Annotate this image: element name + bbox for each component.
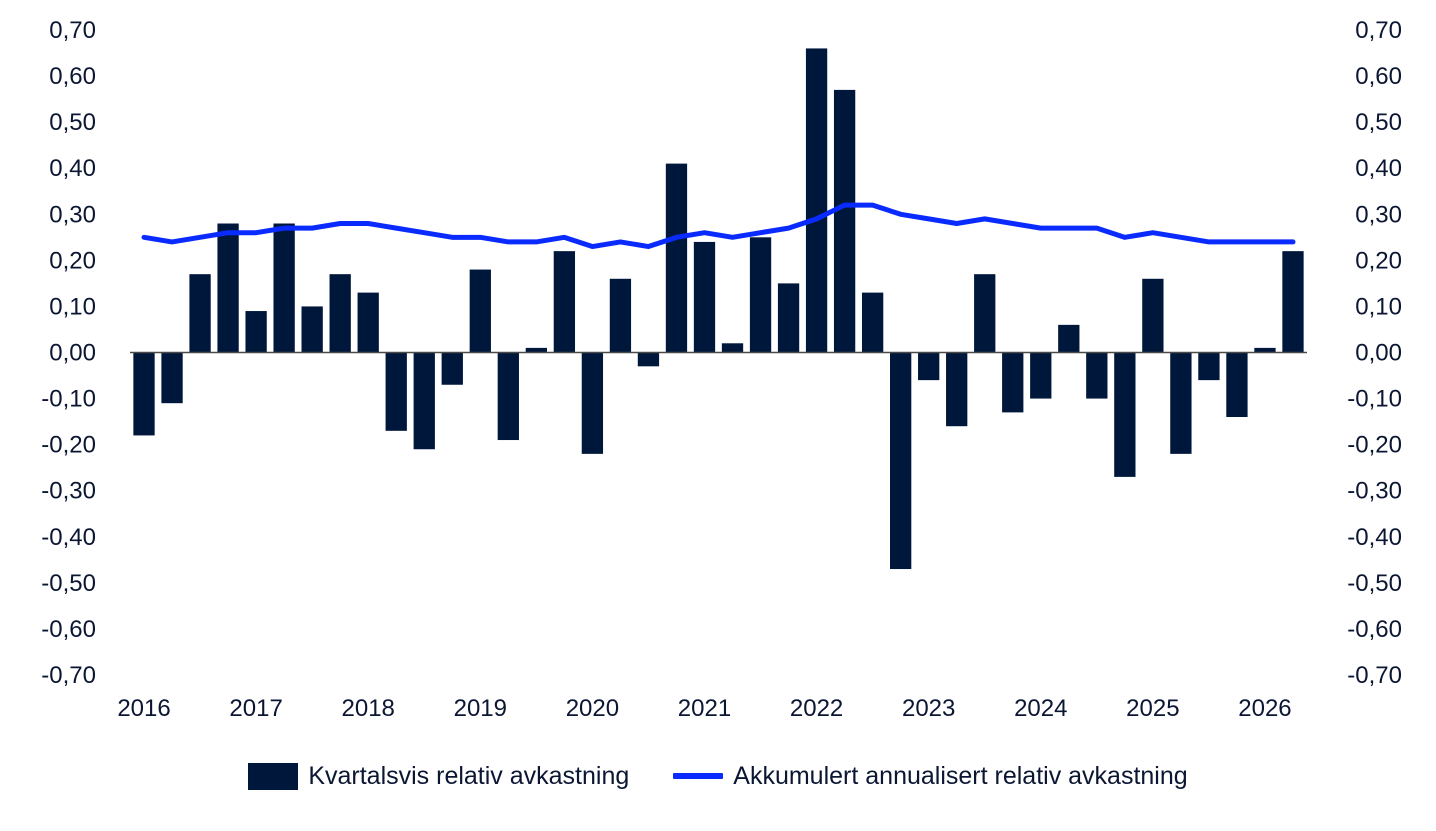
y-tick-right: 0,70 <box>1355 17 1402 44</box>
bar-q41 <box>1254 347 1276 353</box>
left-y-axis-ticks: 0,70 0,60 0,50 0,40 0,30 0,20 0,10 0,00 -0,10 -0,… <box>41 17 96 689</box>
y-tick-left: 0,60 <box>49 63 96 90</box>
bar-q6 <box>273 223 295 353</box>
bar-q10 <box>385 352 407 431</box>
legend-label-line: Akkumulert annualisert relativ avkastnin… <box>733 761 1188 790</box>
y-tick-left: 0,50 <box>49 109 96 136</box>
bar-q35 <box>1086 352 1108 399</box>
bar-q19 <box>637 352 660 367</box>
x-tick-2023: 2023 <box>902 695 955 722</box>
y-tick-left: -0,30 <box>41 478 96 505</box>
bar-q37 <box>1142 278 1164 353</box>
y-tick-right: -0,60 <box>1347 616 1402 643</box>
y-tick-right: 0,40 <box>1355 155 1402 182</box>
bar-q5 <box>245 311 267 353</box>
bar-q28 <box>890 352 912 570</box>
bar-q22 <box>721 343 744 353</box>
y-tick-right: -0,70 <box>1347 662 1402 689</box>
bar-q18 <box>609 278 632 353</box>
bar-q14 <box>497 352 519 441</box>
bar-q31 <box>974 274 996 353</box>
y-tick-right: -0,40 <box>1347 524 1402 551</box>
bar-q17 <box>581 352 604 454</box>
y-tick-right: 0,00 <box>1355 340 1402 367</box>
bar-q9 <box>357 292 379 353</box>
legend: Kvartalsvis relativ avkastning Akkumuler… <box>0 752 1436 800</box>
x-tick-2020: 2020 <box>566 695 619 722</box>
x-tick-2026: 2026 <box>1238 695 1291 722</box>
bar-q39 <box>1198 352 1220 381</box>
bar-q34 <box>1058 324 1080 353</box>
bar-q3 <box>189 274 211 353</box>
y-tick-left: -0,70 <box>41 662 96 689</box>
bar-q13 <box>469 269 491 353</box>
bar-q30 <box>946 352 968 427</box>
y-tick-left: -0,60 <box>41 616 96 643</box>
legend-swatch-line <box>673 773 724 779</box>
bar-q20 <box>665 163 688 353</box>
bar-q11 <box>413 352 435 450</box>
line-series-accumulated <box>141 202 1296 250</box>
line-layer <box>141 202 1296 250</box>
bar-q32 <box>1002 352 1024 413</box>
y-tick-left: 0,20 <box>49 247 96 274</box>
y-tick-left: 0,10 <box>49 293 96 320</box>
bar-q23 <box>749 237 772 353</box>
y-tick-left: -0,20 <box>41 432 96 459</box>
y-tick-left: 0,40 <box>49 155 96 182</box>
y-tick-right: -0,30 <box>1347 478 1402 505</box>
x-tick-2017: 2017 <box>229 695 282 722</box>
bar-q33 <box>1030 352 1052 399</box>
bar-q42 <box>1282 251 1304 353</box>
bar-q38 <box>1170 352 1192 454</box>
legend-item-bars: Kvartalsvis relativ avkastning <box>248 762 629 791</box>
x-tick-2018: 2018 <box>342 695 395 722</box>
y-tick-right: -0,10 <box>1347 386 1402 413</box>
bars-layer <box>133 48 1304 570</box>
bar-q1 <box>133 352 155 436</box>
x-tick-2022: 2022 <box>790 695 843 722</box>
y-tick-right: 0,30 <box>1355 201 1402 228</box>
bar-q40 <box>1226 352 1248 417</box>
bar-q16 <box>553 251 576 353</box>
y-tick-left: 0,30 <box>49 201 96 228</box>
y-tick-left: 0,70 <box>49 17 96 44</box>
y-tick-right: -0,20 <box>1347 432 1402 459</box>
bar-q36 <box>1114 352 1136 477</box>
right-y-axis-ticks: 0,70 0,60 0,50 0,40 0,30 0,20 0,10 0,00 -0,10 -0,… <box>1347 17 1402 689</box>
y-tick-left: 0,00 <box>49 340 96 367</box>
bar-q15 <box>525 347 547 353</box>
bar-q25 <box>805 48 828 353</box>
y-tick-right: 0,50 <box>1355 109 1402 136</box>
y-tick-right: 0,60 <box>1355 63 1402 90</box>
x-tick-2021: 2021 <box>678 695 731 722</box>
chart-svg: 0,70 0,60 0,50 0,40 0,30 0,20 0,10 0,00 -0,10 -0,… <box>41 17 1402 722</box>
y-tick-left: -0,10 <box>41 386 96 413</box>
y-tick-left: -0,50 <box>41 570 96 597</box>
bar-q4 <box>217 223 239 353</box>
bar-q27 <box>861 292 884 353</box>
x-tick-2016: 2016 <box>117 695 170 722</box>
bar-q26 <box>833 89 856 353</box>
y-tick-left: -0,40 <box>41 524 96 551</box>
legend-label-bars: Kvartalsvis relativ avkastning <box>308 761 630 790</box>
y-tick-right: 0,10 <box>1355 293 1402 320</box>
x-tick-2025: 2025 <box>1126 695 1179 722</box>
x-axis-ticks: 2016 2017 2018 2019 2020 2021 2022 2023 2024 2025… <box>117 695 1291 722</box>
bar-q7 <box>301 306 323 353</box>
bar-q24 <box>777 283 800 353</box>
bar-q21 <box>693 241 716 353</box>
y-tick-right: 0,20 <box>1355 247 1402 274</box>
y-tick-right: -0,50 <box>1347 570 1402 597</box>
bar-q8 <box>329 274 351 353</box>
bar-q29 <box>918 352 940 381</box>
x-tick-2019: 2019 <box>454 695 507 722</box>
legend-swatch-bars <box>248 762 299 790</box>
bar-q2 <box>161 352 183 404</box>
x-tick-2024: 2024 <box>1014 695 1067 722</box>
bar-q12 <box>441 352 463 385</box>
legend-item-line: Akkumulert annualisert relativ avkastnin… <box>673 761 1188 791</box>
